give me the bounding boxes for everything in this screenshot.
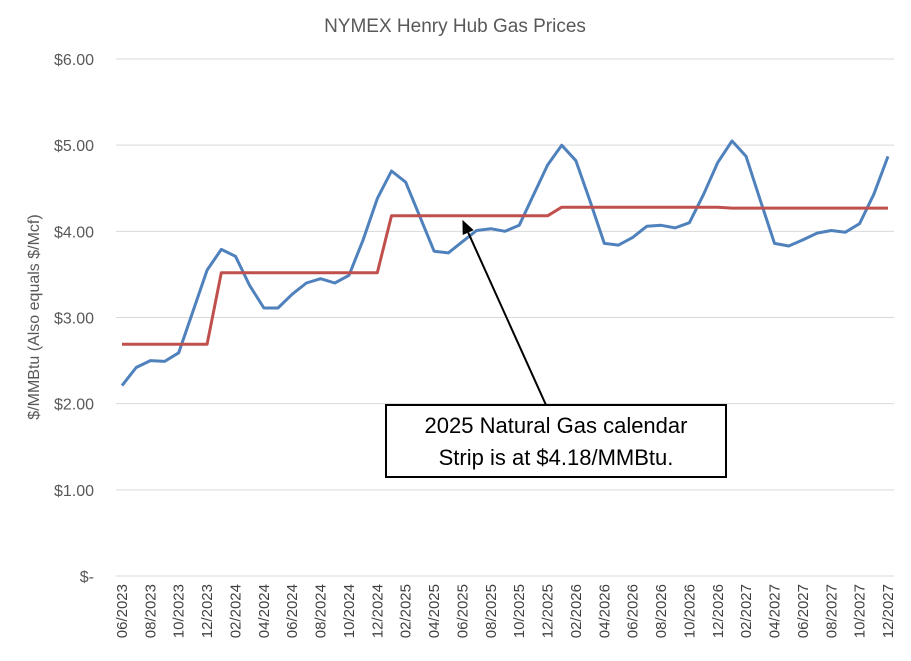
x-tick-label: 12/2026 (710, 584, 727, 638)
x-tick-label: 06/2026 (625, 584, 642, 638)
x-tick-label: 10/2026 (681, 584, 698, 638)
x-tick-label: 10/2023 (171, 584, 188, 638)
x-tick-label: 02/2024 (227, 584, 244, 638)
y-axis-label: $/MMBtu (Also equals $/Mcf) (26, 214, 43, 419)
x-tick-label: 12/2027 (880, 584, 897, 638)
series-line-2 (122, 205, 888, 346)
annotation-box (385, 404, 727, 478)
chart-title: NYMEX Henry Hub Gas Prices (324, 16, 586, 37)
x-tick-label: 06/2024 (284, 584, 301, 638)
x-tick-label: 06/2027 (795, 584, 812, 638)
y-tick-label: $3.00 (54, 311, 94, 328)
x-tick-label: 06/2025 (454, 584, 471, 638)
annotation-arrowhead (462, 219, 474, 236)
x-tick-label: 04/2026 (596, 584, 613, 638)
x-tick-label: 12/2023 (199, 584, 216, 638)
x-tick-label: 08/2027 (823, 584, 840, 638)
x-tick-label: 02/2025 (398, 584, 415, 638)
y-axis-ticks: $- $1.00 $2.00 $3.00 $4.00 $5.00 $6.00 (54, 52, 94, 586)
y-tick-label: $6.00 (54, 52, 94, 69)
annotation-text-line-1: 2025 Natural Gas calendar (425, 413, 688, 438)
x-tick-label: 06/2023 (114, 584, 131, 638)
x-tick-label: 08/2024 (313, 584, 330, 638)
annotation: 2025 Natural Gas calendar Strip is at $4… (385, 219, 727, 478)
y-tick-label: $5.00 (54, 138, 94, 155)
y-tick-label: $2.00 (54, 397, 94, 414)
x-tick-label: 12/2024 (369, 584, 386, 638)
x-tick-label: 10/2024 (341, 584, 358, 638)
x-axis-ticks: 06/2023 08/2023 10/2023 12/2023 02/2024 04/20… (114, 584, 897, 638)
series-lines (120, 139, 890, 387)
annotation-arrow (467, 232, 547, 406)
x-tick-label: 04/2027 (767, 584, 784, 638)
x-tick-label: 08/2026 (653, 584, 670, 638)
y-tick-label: $4.00 (54, 224, 94, 241)
y-tick-label: $1.00 (54, 483, 94, 500)
x-tick-label: 04/2025 (426, 584, 443, 638)
series-line-1 (120, 139, 890, 387)
x-tick-label: 04/2024 (256, 584, 273, 638)
x-tick-label: 02/2027 (738, 584, 755, 638)
x-tick-label: 12/2025 (540, 584, 557, 638)
gridlines (116, 58, 894, 577)
x-tick-label: 10/2027 (852, 584, 869, 638)
x-tick-label: 02/2026 (568, 584, 585, 638)
y-tick-label: $- (80, 569, 94, 586)
x-tick-label: 08/2023 (142, 584, 159, 638)
annotation-text-line-2: Strip is at $4.18/MMBtu. (439, 445, 674, 470)
x-tick-label: 10/2025 (511, 584, 528, 638)
x-tick-label: 08/2025 (483, 584, 500, 638)
